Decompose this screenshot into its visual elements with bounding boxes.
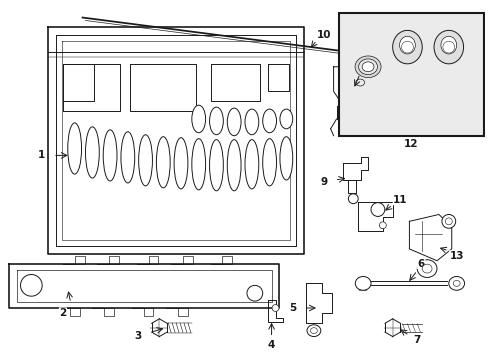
Text: 6: 6 (417, 259, 424, 269)
Polygon shape (210, 256, 232, 264)
Ellipse shape (121, 132, 135, 183)
Text: 8: 8 (362, 62, 369, 72)
Ellipse shape (358, 59, 377, 75)
Ellipse shape (445, 218, 451, 225)
Ellipse shape (310, 328, 317, 334)
Ellipse shape (279, 109, 292, 129)
Ellipse shape (156, 137, 170, 188)
Ellipse shape (279, 137, 292, 180)
Polygon shape (63, 256, 84, 264)
Ellipse shape (209, 140, 223, 191)
Ellipse shape (271, 305, 278, 311)
Text: 10: 10 (316, 30, 330, 40)
Polygon shape (210, 64, 259, 101)
Polygon shape (48, 27, 304, 254)
Ellipse shape (103, 130, 117, 181)
Ellipse shape (452, 280, 459, 286)
Polygon shape (338, 74, 360, 93)
Text: 3: 3 (134, 330, 141, 341)
Ellipse shape (433, 30, 463, 64)
Polygon shape (267, 64, 289, 91)
Ellipse shape (448, 276, 464, 290)
Ellipse shape (421, 264, 431, 273)
Polygon shape (58, 308, 80, 316)
Polygon shape (305, 283, 331, 323)
Polygon shape (171, 256, 192, 264)
Polygon shape (97, 256, 119, 264)
Ellipse shape (244, 140, 258, 189)
Polygon shape (343, 157, 367, 180)
Ellipse shape (139, 135, 152, 186)
Text: 5: 5 (289, 303, 296, 313)
Ellipse shape (262, 109, 276, 133)
Polygon shape (333, 67, 367, 106)
Ellipse shape (174, 138, 187, 189)
Ellipse shape (191, 139, 205, 190)
Polygon shape (358, 202, 392, 231)
Ellipse shape (362, 62, 373, 72)
Ellipse shape (355, 276, 370, 290)
Polygon shape (267, 300, 283, 322)
Ellipse shape (354, 56, 380, 78)
Text: 11: 11 (392, 195, 407, 205)
Ellipse shape (399, 36, 414, 54)
Text: 2: 2 (59, 308, 66, 318)
Ellipse shape (191, 105, 205, 133)
Ellipse shape (440, 36, 456, 54)
Ellipse shape (416, 260, 436, 278)
Ellipse shape (244, 109, 258, 135)
Polygon shape (9, 264, 279, 308)
Text: 4: 4 (267, 341, 275, 350)
Text: 9: 9 (320, 177, 326, 187)
Polygon shape (347, 180, 356, 193)
Ellipse shape (68, 123, 81, 174)
Polygon shape (131, 308, 153, 316)
Text: 7: 7 (413, 336, 420, 346)
Text: 12: 12 (403, 139, 418, 149)
Polygon shape (92, 308, 114, 316)
Ellipse shape (379, 222, 386, 229)
Polygon shape (166, 308, 187, 316)
Ellipse shape (85, 127, 99, 178)
Text: 13: 13 (448, 251, 463, 261)
Text: 1: 1 (38, 150, 45, 161)
Ellipse shape (246, 285, 262, 301)
Ellipse shape (262, 139, 276, 186)
Polygon shape (129, 64, 195, 111)
Polygon shape (336, 106, 346, 119)
Ellipse shape (441, 215, 455, 228)
Polygon shape (63, 64, 120, 111)
Polygon shape (408, 215, 451, 261)
Ellipse shape (306, 325, 320, 337)
Ellipse shape (347, 194, 358, 204)
Ellipse shape (392, 30, 421, 64)
Polygon shape (63, 64, 94, 101)
FancyBboxPatch shape (338, 13, 483, 136)
Ellipse shape (20, 275, 42, 296)
Ellipse shape (370, 203, 384, 216)
Polygon shape (137, 256, 158, 264)
Ellipse shape (227, 108, 241, 136)
Ellipse shape (227, 140, 241, 191)
Ellipse shape (209, 107, 223, 135)
